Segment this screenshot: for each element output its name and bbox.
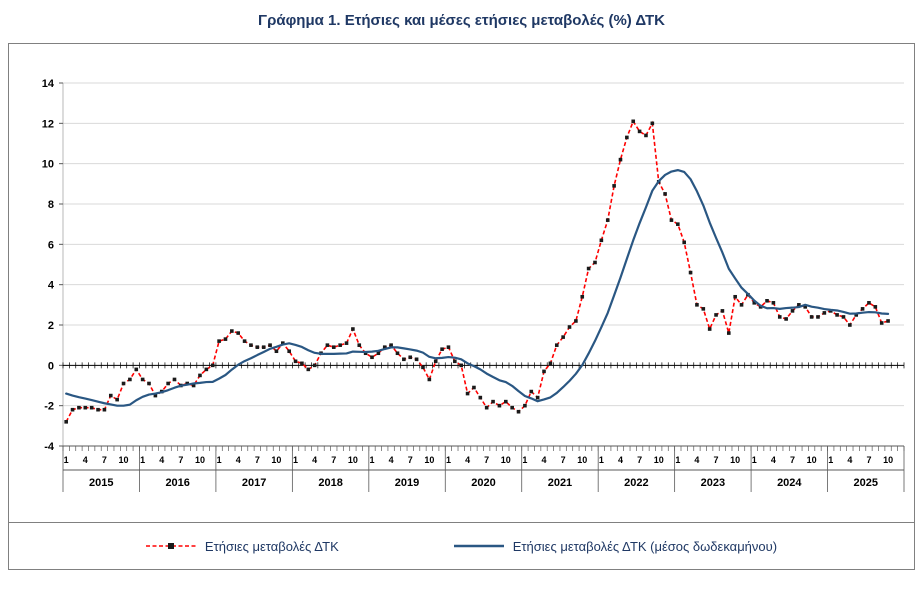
svg-text:10: 10 <box>730 455 740 465</box>
svg-text:10: 10 <box>195 455 205 465</box>
svg-text:4: 4 <box>236 455 241 465</box>
svg-text:10: 10 <box>271 455 281 465</box>
svg-text:1: 1 <box>217 455 222 465</box>
svg-text:-2: -2 <box>44 401 54 413</box>
svg-text:7: 7 <box>637 455 642 465</box>
svg-text:1: 1 <box>140 455 145 465</box>
legend-item-annual-changes: Ετήσιες μεταβολές ΔΤΚ <box>145 538 339 554</box>
svg-text:4: 4 <box>389 455 394 465</box>
svg-text:10: 10 <box>119 455 129 465</box>
svg-text:7: 7 <box>102 455 107 465</box>
svg-text:4: 4 <box>83 455 88 465</box>
svg-text:1: 1 <box>446 455 451 465</box>
svg-text:1: 1 <box>828 455 833 465</box>
legend-label-average-changes: Ετήσιες μεταβολές ΔΤΚ (μέσος δωδεκαμήνου… <box>512 538 778 554</box>
svg-text:2: 2 <box>48 320 54 332</box>
chart-box: -4 -2 0 2 4 6 8 10 12 14 1 4 7 10 1 4 7 10 1 4 7 10 1 4 7 10 1 4 7 10… <box>8 43 915 570</box>
svg-text:14: 14 <box>42 78 55 90</box>
svg-text:1: 1 <box>64 455 69 465</box>
svg-text:2024: 2024 <box>777 477 802 489</box>
svg-text:7: 7 <box>714 455 719 465</box>
svg-text:4: 4 <box>48 280 55 292</box>
svg-text:2022: 2022 <box>624 477 648 489</box>
series-annual-changes <box>64 119 890 424</box>
svg-text:4: 4 <box>542 455 547 465</box>
svg-text:1: 1 <box>675 455 680 465</box>
svg-text:2017: 2017 <box>242 477 266 489</box>
svg-text:1: 1 <box>599 455 604 465</box>
svg-text:4: 4 <box>312 455 317 465</box>
svg-text:4: 4 <box>465 455 470 465</box>
svg-text:10: 10 <box>42 159 54 171</box>
svg-text:2023: 2023 <box>701 477 725 489</box>
svg-text:2020: 2020 <box>471 477 495 489</box>
svg-text:2019: 2019 <box>395 477 419 489</box>
svg-text:7: 7 <box>561 455 566 465</box>
svg-text:2025: 2025 <box>854 477 878 489</box>
svg-text:4: 4 <box>847 455 852 465</box>
page-title: Γράφημα 1. Ετήσιες και μέσες ετήσιες μετ… <box>258 12 665 29</box>
svg-text:4: 4 <box>618 455 623 465</box>
chart-legend: Ετήσιες μεταβολές ΔΤΚ Ετήσιες μεταβολές … <box>9 522 914 569</box>
svg-text:1: 1 <box>369 455 374 465</box>
svg-text:10: 10 <box>348 455 358 465</box>
svg-text:4: 4 <box>771 455 776 465</box>
svg-text:7: 7 <box>866 455 871 465</box>
svg-text:-4: -4 <box>44 441 55 453</box>
svg-text:12: 12 <box>42 118 54 130</box>
gridlines <box>63 82 904 407</box>
svg-text:7: 7 <box>790 455 795 465</box>
svg-text:2015: 2015 <box>89 477 113 489</box>
zero-axis <box>62 362 905 369</box>
legend-swatch-annual-changes-icon <box>145 543 196 549</box>
svg-text:7: 7 <box>178 455 183 465</box>
svg-text:4: 4 <box>159 455 164 465</box>
svg-text:10: 10 <box>883 455 893 465</box>
svg-text:10: 10 <box>501 455 511 465</box>
legend-label-annual-changes: Ετήσιες μεταβολές ΔΤΚ <box>204 538 339 554</box>
svg-text:10: 10 <box>654 455 664 465</box>
svg-text:10: 10 <box>577 455 587 465</box>
svg-text:1: 1 <box>293 455 298 465</box>
svg-text:6: 6 <box>48 239 54 251</box>
svg-text:2021: 2021 <box>548 477 572 489</box>
svg-text:0: 0 <box>48 360 54 372</box>
svg-text:2018: 2018 <box>318 477 342 489</box>
svg-text:10: 10 <box>424 455 434 465</box>
y-axis: -4 -2 0 2 4 6 8 10 12 14 <box>42 78 64 453</box>
svg-text:8: 8 <box>48 199 54 211</box>
legend-item-average-changes: Ετήσιες μεταβολές ΔΤΚ (μέσος δωδεκαμήνου… <box>453 538 778 554</box>
svg-text:4: 4 <box>694 455 699 465</box>
svg-text:7: 7 <box>408 455 413 465</box>
series-average-changes <box>65 169 890 407</box>
svg-text:1: 1 <box>522 455 527 465</box>
svg-text:7: 7 <box>255 455 260 465</box>
svg-text:2016: 2016 <box>165 477 189 489</box>
svg-text:1: 1 <box>752 455 757 465</box>
x-axis: 1 4 7 10 1 4 7 10 1 4 7 10 1 4 7 10 1 4 7 10 1 4 7 10 1 4 7 10 1 4 7 10… <box>62 445 905 492</box>
legend-swatch-average-changes-icon <box>453 544 504 548</box>
svg-text:7: 7 <box>331 455 336 465</box>
svg-text:10: 10 <box>807 455 817 465</box>
svg-text:7: 7 <box>484 455 489 465</box>
